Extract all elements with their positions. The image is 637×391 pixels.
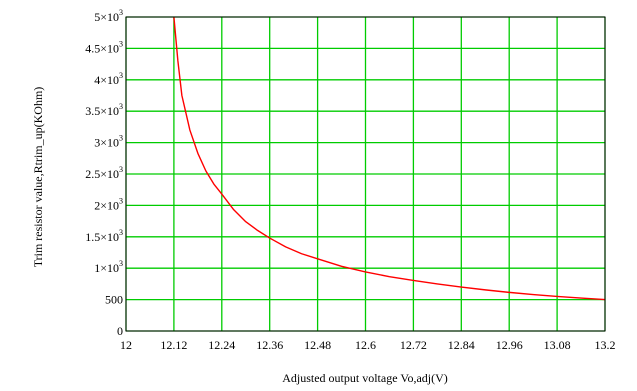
y-tick-label: 3.5×103 [85, 102, 123, 118]
y-tick-label: 4×103 [94, 71, 123, 87]
grid [125, 16, 606, 332]
x-tick-label: 12 [120, 338, 132, 352]
x-tick-label: 12.96 [496, 338, 523, 352]
x-tick-label: 13.2 [595, 338, 616, 352]
y-tick-label: 1×103 [94, 259, 123, 275]
y-tick-label: 1.5×103 [85, 228, 123, 244]
y-tick-labels: 0 500 1×103 1.5×103 2×103 2.5×103 3×103 3.5×103… [85, 8, 123, 338]
x-tick-label: 12.12 [160, 338, 187, 352]
plot-frame [125, 16, 606, 332]
x-axis-label: Adjusted output voltage Vo,adj(V) [282, 371, 448, 385]
x-tick-label: 12.84 [448, 338, 475, 352]
y-axis-label: Trim resistor value,Rtrim_up(KOhm) [31, 87, 45, 268]
y-tick-label: 2×103 [94, 196, 123, 212]
x-tick-label: 12.6 [355, 338, 376, 352]
x-tick-label: 12.24 [208, 338, 235, 352]
x-tick-label: 12.48 [304, 338, 331, 352]
x-tick-label: 12.72 [400, 338, 427, 352]
x-tick-label: 12.36 [256, 338, 283, 352]
x-tick-labels: 12 12.12 12.24 12.36 12.48 12.6 12.72 12.84 12.9… [120, 338, 616, 352]
x-tick-label: 13.08 [544, 338, 571, 352]
y-tick-label: 2.5×103 [85, 165, 123, 181]
y-tick-label: 500 [105, 293, 123, 307]
y-tick-label: 3×103 [94, 134, 123, 150]
axes-frame [125, 16, 606, 332]
plot-area [173, 16, 606, 301]
y-tick-label: 4.5×103 [85, 39, 123, 55]
y-tick-label: 0 [117, 324, 123, 338]
series-line [173, 16, 606, 301]
y-tick-label: 5×103 [94, 8, 123, 24]
